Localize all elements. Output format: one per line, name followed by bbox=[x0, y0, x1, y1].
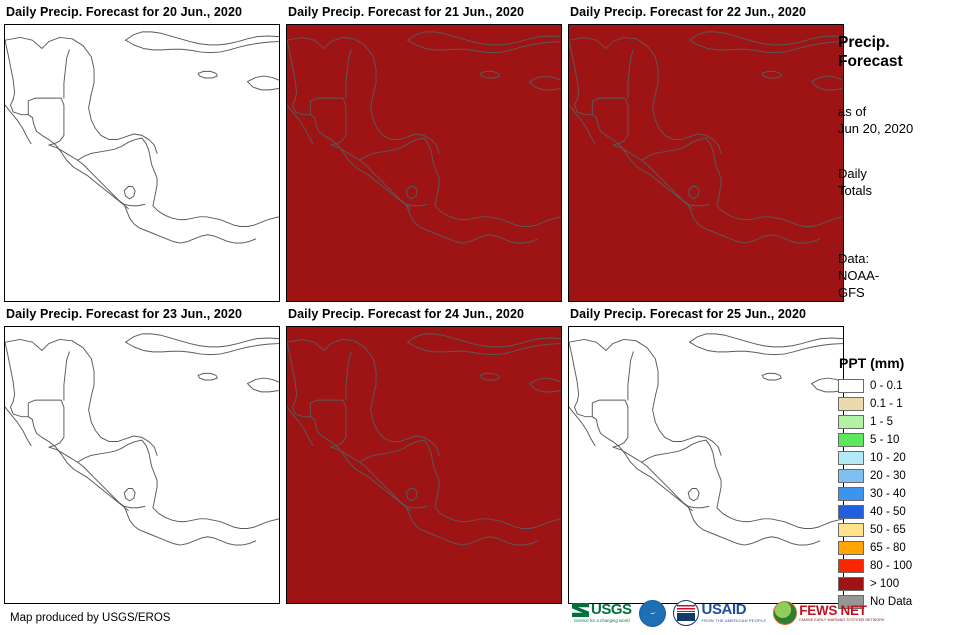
agency-logos: USGS science for a changing world USAID … bbox=[572, 599, 884, 627]
legend-item: 30 - 40 bbox=[838, 485, 968, 502]
map-panel-22-jun[interactable] bbox=[568, 24, 844, 302]
legend-label: 5 - 10 bbox=[870, 433, 900, 446]
info-heading: Precip. Forecast bbox=[838, 33, 903, 71]
map-canvas-5 bbox=[287, 327, 561, 603]
legend-item: 10 - 20 bbox=[838, 449, 968, 466]
legend-swatch bbox=[838, 594, 864, 609]
usgs-logo[interactable]: USGS science for a changing world bbox=[572, 600, 632, 626]
legend-item: 0 - 0.1 bbox=[838, 377, 968, 394]
legend-label: 1 - 5 bbox=[870, 415, 894, 428]
info-heading-line1: Precip. bbox=[838, 34, 890, 51]
panel-title-3: Daily Precip. Forecast for 22 Jun., 2020 bbox=[570, 5, 807, 19]
map-panel-25-jun[interactable] bbox=[568, 326, 844, 604]
legend-item: > 100 bbox=[838, 575, 968, 592]
info-totals: Daily Totals bbox=[838, 165, 872, 199]
legend-swatch bbox=[838, 540, 864, 555]
map-credit: Map produced by USGS/EROS bbox=[10, 612, 171, 624]
info-data-label: Data: bbox=[838, 251, 870, 266]
usgs-mark-icon bbox=[572, 603, 589, 617]
legend-item: 20 - 30 bbox=[838, 467, 968, 484]
legend-title: PPT (mm) bbox=[839, 355, 905, 371]
legend-swatch bbox=[838, 396, 864, 411]
info-as-of: as of Jun 20, 2020 bbox=[838, 103, 913, 137]
legend-item: 65 - 80 bbox=[838, 539, 968, 556]
usaid-seal-icon bbox=[672, 600, 699, 626]
legend-item: 80 - 100 bbox=[838, 557, 968, 574]
legend-item: 0.1 - 1 bbox=[838, 395, 968, 412]
panel-title-1: Daily Precip. Forecast for 20 Jun., 2020 bbox=[6, 5, 243, 19]
map-canvas-6 bbox=[569, 327, 843, 603]
legend-label: 40 - 50 bbox=[870, 505, 906, 518]
map-canvas-4 bbox=[5, 327, 279, 603]
legend-swatch bbox=[838, 378, 864, 393]
fews-wordmark: FEWS NET bbox=[799, 603, 867, 618]
legend-item: 1 - 5 bbox=[838, 413, 968, 430]
legend-rows: 0 - 0.1 0.1 - 1 1 - 5 5 - 10 10 - 20 20 - 30 3… bbox=[838, 377, 968, 610]
legend-label: 10 - 20 bbox=[870, 451, 906, 464]
info-as-of-label: as of bbox=[838, 104, 867, 119]
legend-swatch bbox=[838, 432, 864, 447]
map-panel-24-jun[interactable] bbox=[286, 326, 562, 604]
fews-globe-icon bbox=[773, 601, 798, 625]
legend-label: 0.1 - 1 bbox=[870, 397, 903, 410]
legend-swatch bbox=[838, 504, 864, 519]
usaid-tagline: FROM THE AMERICAN PEOPLE bbox=[701, 618, 767, 623]
noaa-logo[interactable] bbox=[638, 599, 666, 627]
legend-label: 20 - 30 bbox=[870, 469, 906, 482]
legend-label: No Data bbox=[870, 595, 913, 608]
fews-net-logo[interactable]: FEWS NET FAMINE EARLY WARNING SYSTEMS NE… bbox=[773, 600, 884, 626]
legend-item: No Data bbox=[838, 593, 968, 610]
legend-swatch bbox=[838, 486, 864, 501]
usaid-logo[interactable]: USAID FROM THE AMERICAN PEOPLE bbox=[672, 600, 767, 626]
legend-label: 50 - 65 bbox=[870, 523, 906, 536]
legend-label: 0 - 0.1 bbox=[870, 379, 903, 392]
info-as-of-date: Jun 20, 2020 bbox=[838, 121, 914, 136]
legend-label: > 100 bbox=[870, 577, 900, 590]
legend-swatch bbox=[838, 576, 864, 591]
info-data-source: Data: NOAA- GFS bbox=[838, 250, 879, 301]
fews-tagline: FAMINE EARLY WARNING SYSTEMS NETWORK bbox=[799, 618, 885, 622]
legend-swatch bbox=[838, 522, 864, 537]
map-canvas-3 bbox=[569, 25, 843, 301]
legend-item: 40 - 50 bbox=[838, 503, 968, 520]
noaa-seal-icon bbox=[638, 599, 666, 627]
map-canvas-2 bbox=[287, 25, 561, 301]
map-canvas-1 bbox=[5, 25, 279, 301]
legend-item: 5 - 10 bbox=[838, 431, 968, 448]
legend-label: 80 - 100 bbox=[870, 559, 913, 572]
legend-label: 30 - 40 bbox=[870, 487, 906, 500]
panel-title-2: Daily Precip. Forecast for 21 Jun., 2020 bbox=[288, 5, 525, 19]
legend-swatch bbox=[838, 414, 864, 429]
info-totals-line1: Daily bbox=[838, 166, 867, 181]
panel-title-4: Daily Precip. Forecast for 23 Jun., 2020 bbox=[6, 307, 243, 321]
info-heading-line2: Forecast bbox=[838, 53, 903, 70]
map-panel-23-jun[interactable] bbox=[4, 326, 280, 604]
info-data-line3: GFS bbox=[838, 285, 865, 300]
legend-label: 65 - 80 bbox=[870, 541, 906, 554]
usaid-wordmark: USAID bbox=[701, 601, 747, 618]
info-totals-line2: Totals bbox=[838, 183, 872, 198]
panel-title-6: Daily Precip. Forecast for 25 Jun., 2020 bbox=[570, 307, 807, 321]
panel-title-5: Daily Precip. Forecast for 24 Jun., 2020 bbox=[288, 307, 525, 321]
legend-swatch bbox=[838, 450, 864, 465]
info-data-line2: NOAA- bbox=[838, 268, 880, 283]
legend-swatch bbox=[838, 468, 864, 483]
usgs-wordmark: USGS bbox=[591, 601, 632, 618]
usgs-tagline: science for a changing world bbox=[573, 618, 630, 623]
legend: PPT (mm) 0 - 0.1 0.1 - 1 1 - 5 5 - 10 10 - 2… bbox=[838, 355, 968, 611]
map-panel-20-jun[interactable] bbox=[4, 24, 280, 302]
legend-swatch bbox=[838, 558, 864, 573]
map-panel-21-jun[interactable] bbox=[286, 24, 562, 302]
legend-item: 50 - 65 bbox=[838, 521, 968, 538]
